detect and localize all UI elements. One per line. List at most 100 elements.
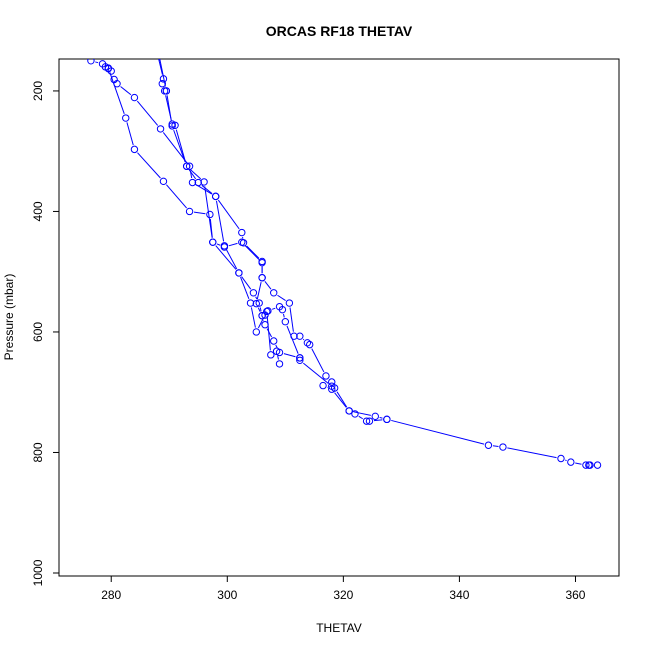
series-line-segment [241, 276, 252, 290]
series-line-segment [201, 184, 213, 194]
data-point [104, 64, 113, 72]
x-axis-label: THETAV [316, 621, 362, 635]
data-point [209, 238, 217, 246]
data-point [122, 114, 130, 122]
y-tick-label: 800 [31, 442, 45, 462]
data-point [188, 178, 197, 187]
data-point [272, 347, 281, 355]
series-line-segment [266, 328, 273, 338]
data-point [285, 299, 294, 307]
series-line-segment [226, 249, 238, 270]
data-point [328, 385, 336, 393]
series-line-segment [277, 294, 286, 301]
data-point [258, 311, 266, 320]
series-line-segment [282, 313, 285, 318]
data-point [275, 360, 284, 368]
data-point [557, 454, 565, 463]
data-point [383, 415, 391, 424]
data-point [238, 238, 246, 246]
series-line-segment [193, 211, 206, 215]
y-axis-label: Pressure (mbar) [2, 274, 16, 361]
data-point [582, 461, 590, 469]
series-line-segment [507, 447, 557, 459]
x-axis: 280 300 320 340 360 [101, 576, 586, 602]
data-point [305, 340, 314, 349]
data-point [278, 305, 287, 314]
data-point [252, 328, 261, 336]
x-tick-label: 280 [101, 588, 121, 602]
series-line-segment [289, 307, 294, 332]
data-point [593, 461, 602, 469]
data-point [255, 299, 263, 307]
series-line-segment [126, 122, 134, 146]
plot-frame [58, 58, 620, 577]
series-line-segment [159, 59, 166, 87]
series-line-segment [302, 338, 305, 341]
y-axis: 200 400 600 800 1000 [31, 81, 59, 586]
data-point [351, 410, 359, 418]
data-point [162, 87, 171, 95]
series-line-segment [565, 459, 567, 462]
series-line-segment [175, 129, 186, 163]
data-point [130, 93, 139, 102]
y-tick-label: 600 [31, 322, 45, 342]
series-line-segment [336, 391, 348, 408]
data-point [182, 162, 191, 170]
series-line-segment [256, 282, 262, 300]
series-line-segment [358, 415, 364, 420]
series-line-segment [264, 280, 272, 290]
data-point [159, 177, 168, 186]
series-line-segment [311, 348, 325, 373]
y-tick-label: 1000 [31, 559, 45, 586]
series-line-segment [228, 242, 238, 247]
series-line-segment [215, 245, 237, 270]
data-point [206, 210, 214, 219]
series-line-segment [246, 245, 260, 259]
data-point [281, 318, 290, 326]
data-point [246, 299, 255, 307]
data-point [258, 274, 266, 282]
data-point [328, 378, 336, 386]
data-point [322, 372, 330, 380]
data-point [303, 339, 312, 347]
series-line-segment [217, 199, 240, 230]
series-line-segment [286, 325, 299, 354]
data-point [499, 443, 507, 451]
data-point [365, 417, 374, 425]
data-point [171, 121, 179, 129]
series-line-segment [492, 445, 499, 447]
data-point [130, 145, 139, 154]
data-point [238, 228, 246, 237]
data-point [586, 461, 594, 469]
data-point [154, 46, 160, 52]
data-point [185, 207, 194, 216]
series-line-segment [215, 200, 225, 242]
data-point [267, 351, 275, 359]
series-line-segment [271, 307, 276, 310]
series-line-segment [166, 184, 188, 209]
data-point [270, 289, 278, 297]
data-point [567, 458, 575, 466]
series-line-segment [259, 307, 262, 312]
series-line-segment [379, 416, 383, 419]
data-point [296, 354, 304, 362]
data-point [296, 332, 304, 340]
series-line-segment [137, 152, 161, 179]
y-tick-label: 400 [31, 201, 45, 221]
data-point [154, 52, 160, 58]
data-point [484, 441, 493, 449]
data-point [158, 80, 166, 88]
series-line-segment [95, 61, 99, 64]
series-line-segment [189, 168, 202, 180]
data-point [319, 381, 327, 390]
series-line-segment [353, 411, 371, 416]
data-point [270, 337, 278, 345]
chart-title: ORCAS RF18 THETAV [266, 23, 413, 39]
series-line-segment [216, 243, 221, 246]
series-line-segment [334, 392, 347, 408]
data-point [156, 125, 165, 133]
series-line-segment [196, 184, 213, 195]
data-point [252, 299, 261, 308]
series-line-segment [189, 170, 193, 179]
series-line-segment [391, 419, 485, 445]
